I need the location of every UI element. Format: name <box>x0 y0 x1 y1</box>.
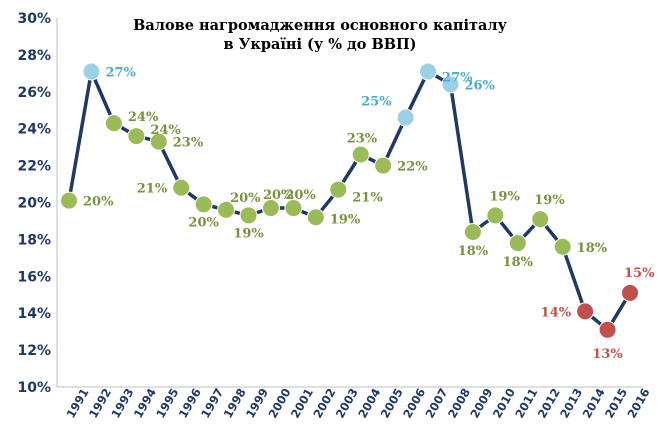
y-tick-label: 28% <box>17 48 51 64</box>
data-point <box>553 237 572 256</box>
data-label: 21% <box>137 182 168 197</box>
data-label: 14% <box>541 305 572 320</box>
x-tick-label: 2016 <box>624 386 652 421</box>
data-label: 19% <box>233 226 264 241</box>
data-point <box>172 178 191 197</box>
data-point <box>239 206 258 225</box>
data-labels: 20%27%24%24%23%21%20%20%19%20%20%19%21%2… <box>83 66 655 362</box>
data-label: 27% <box>105 66 136 81</box>
data-points <box>60 62 639 339</box>
data-label: 19% <box>534 193 565 208</box>
y-tick-group: 10% 12% 14% 16% 18% 20% 22% 24% 26% 28% 30% <box>17 11 51 396</box>
data-label: 26% <box>464 78 495 93</box>
data-point <box>396 108 415 127</box>
data-label: 22% <box>397 160 428 175</box>
data-label: 20% <box>263 188 294 203</box>
data-point <box>194 195 213 214</box>
data-label: 20% <box>83 195 114 210</box>
data-label: 23% <box>347 132 378 147</box>
data-point <box>127 127 146 146</box>
chart-title-line-2: в Україні (у % до ВВП) <box>223 36 416 53</box>
y-tick-label: 30% <box>17 11 51 27</box>
data-point <box>508 234 527 253</box>
data-label: 24% <box>128 110 159 125</box>
y-tick-label: 14% <box>17 306 51 322</box>
data-label: 18% <box>577 241 608 256</box>
data-point <box>104 114 123 133</box>
data-point <box>598 320 617 339</box>
data-label: 19% <box>489 189 520 204</box>
data-point <box>531 210 550 229</box>
y-tick-label: 20% <box>17 196 51 212</box>
data-label: 13% <box>592 347 623 362</box>
y-tick-label: 10% <box>17 380 51 396</box>
y-tick-label: 26% <box>17 85 51 101</box>
data-label: 20% <box>285 188 316 203</box>
y-tick-label: 12% <box>17 343 51 359</box>
data-label: 19% <box>330 212 361 227</box>
data-label: 18% <box>503 255 534 270</box>
data-point <box>486 206 505 225</box>
data-label: 20% <box>230 191 261 206</box>
data-point <box>82 62 101 81</box>
data-point <box>419 62 438 81</box>
y-tick-label: 22% <box>17 159 51 175</box>
data-point <box>149 132 168 151</box>
data-label: 15% <box>624 266 655 281</box>
data-label: 18% <box>458 244 489 259</box>
data-label: 25% <box>361 95 392 110</box>
data-label: 24% <box>150 123 181 138</box>
data-point <box>576 302 595 321</box>
data-label: 27% <box>442 71 473 86</box>
data-point <box>306 208 325 227</box>
data-point <box>351 145 370 164</box>
y-tick-label: 16% <box>17 269 51 285</box>
data-point <box>60 191 78 210</box>
data-point <box>261 199 280 218</box>
data-label: 23% <box>173 136 204 151</box>
data-label: 20% <box>188 215 219 230</box>
data-label: 21% <box>352 191 383 206</box>
data-point <box>374 156 393 175</box>
data-point <box>217 200 236 219</box>
data-point <box>621 283 639 302</box>
data-point <box>284 199 303 218</box>
x-tick-group: 1991199219931994199519961997199819992000… <box>63 386 652 421</box>
data-point <box>463 223 482 242</box>
y-tick-label: 18% <box>17 232 51 248</box>
data-point <box>329 180 348 199</box>
y-tick-label: 24% <box>17 122 51 138</box>
chart-title-line-1: Валове нагромадження основного капіталу <box>133 17 507 34</box>
data-point <box>441 75 460 94</box>
